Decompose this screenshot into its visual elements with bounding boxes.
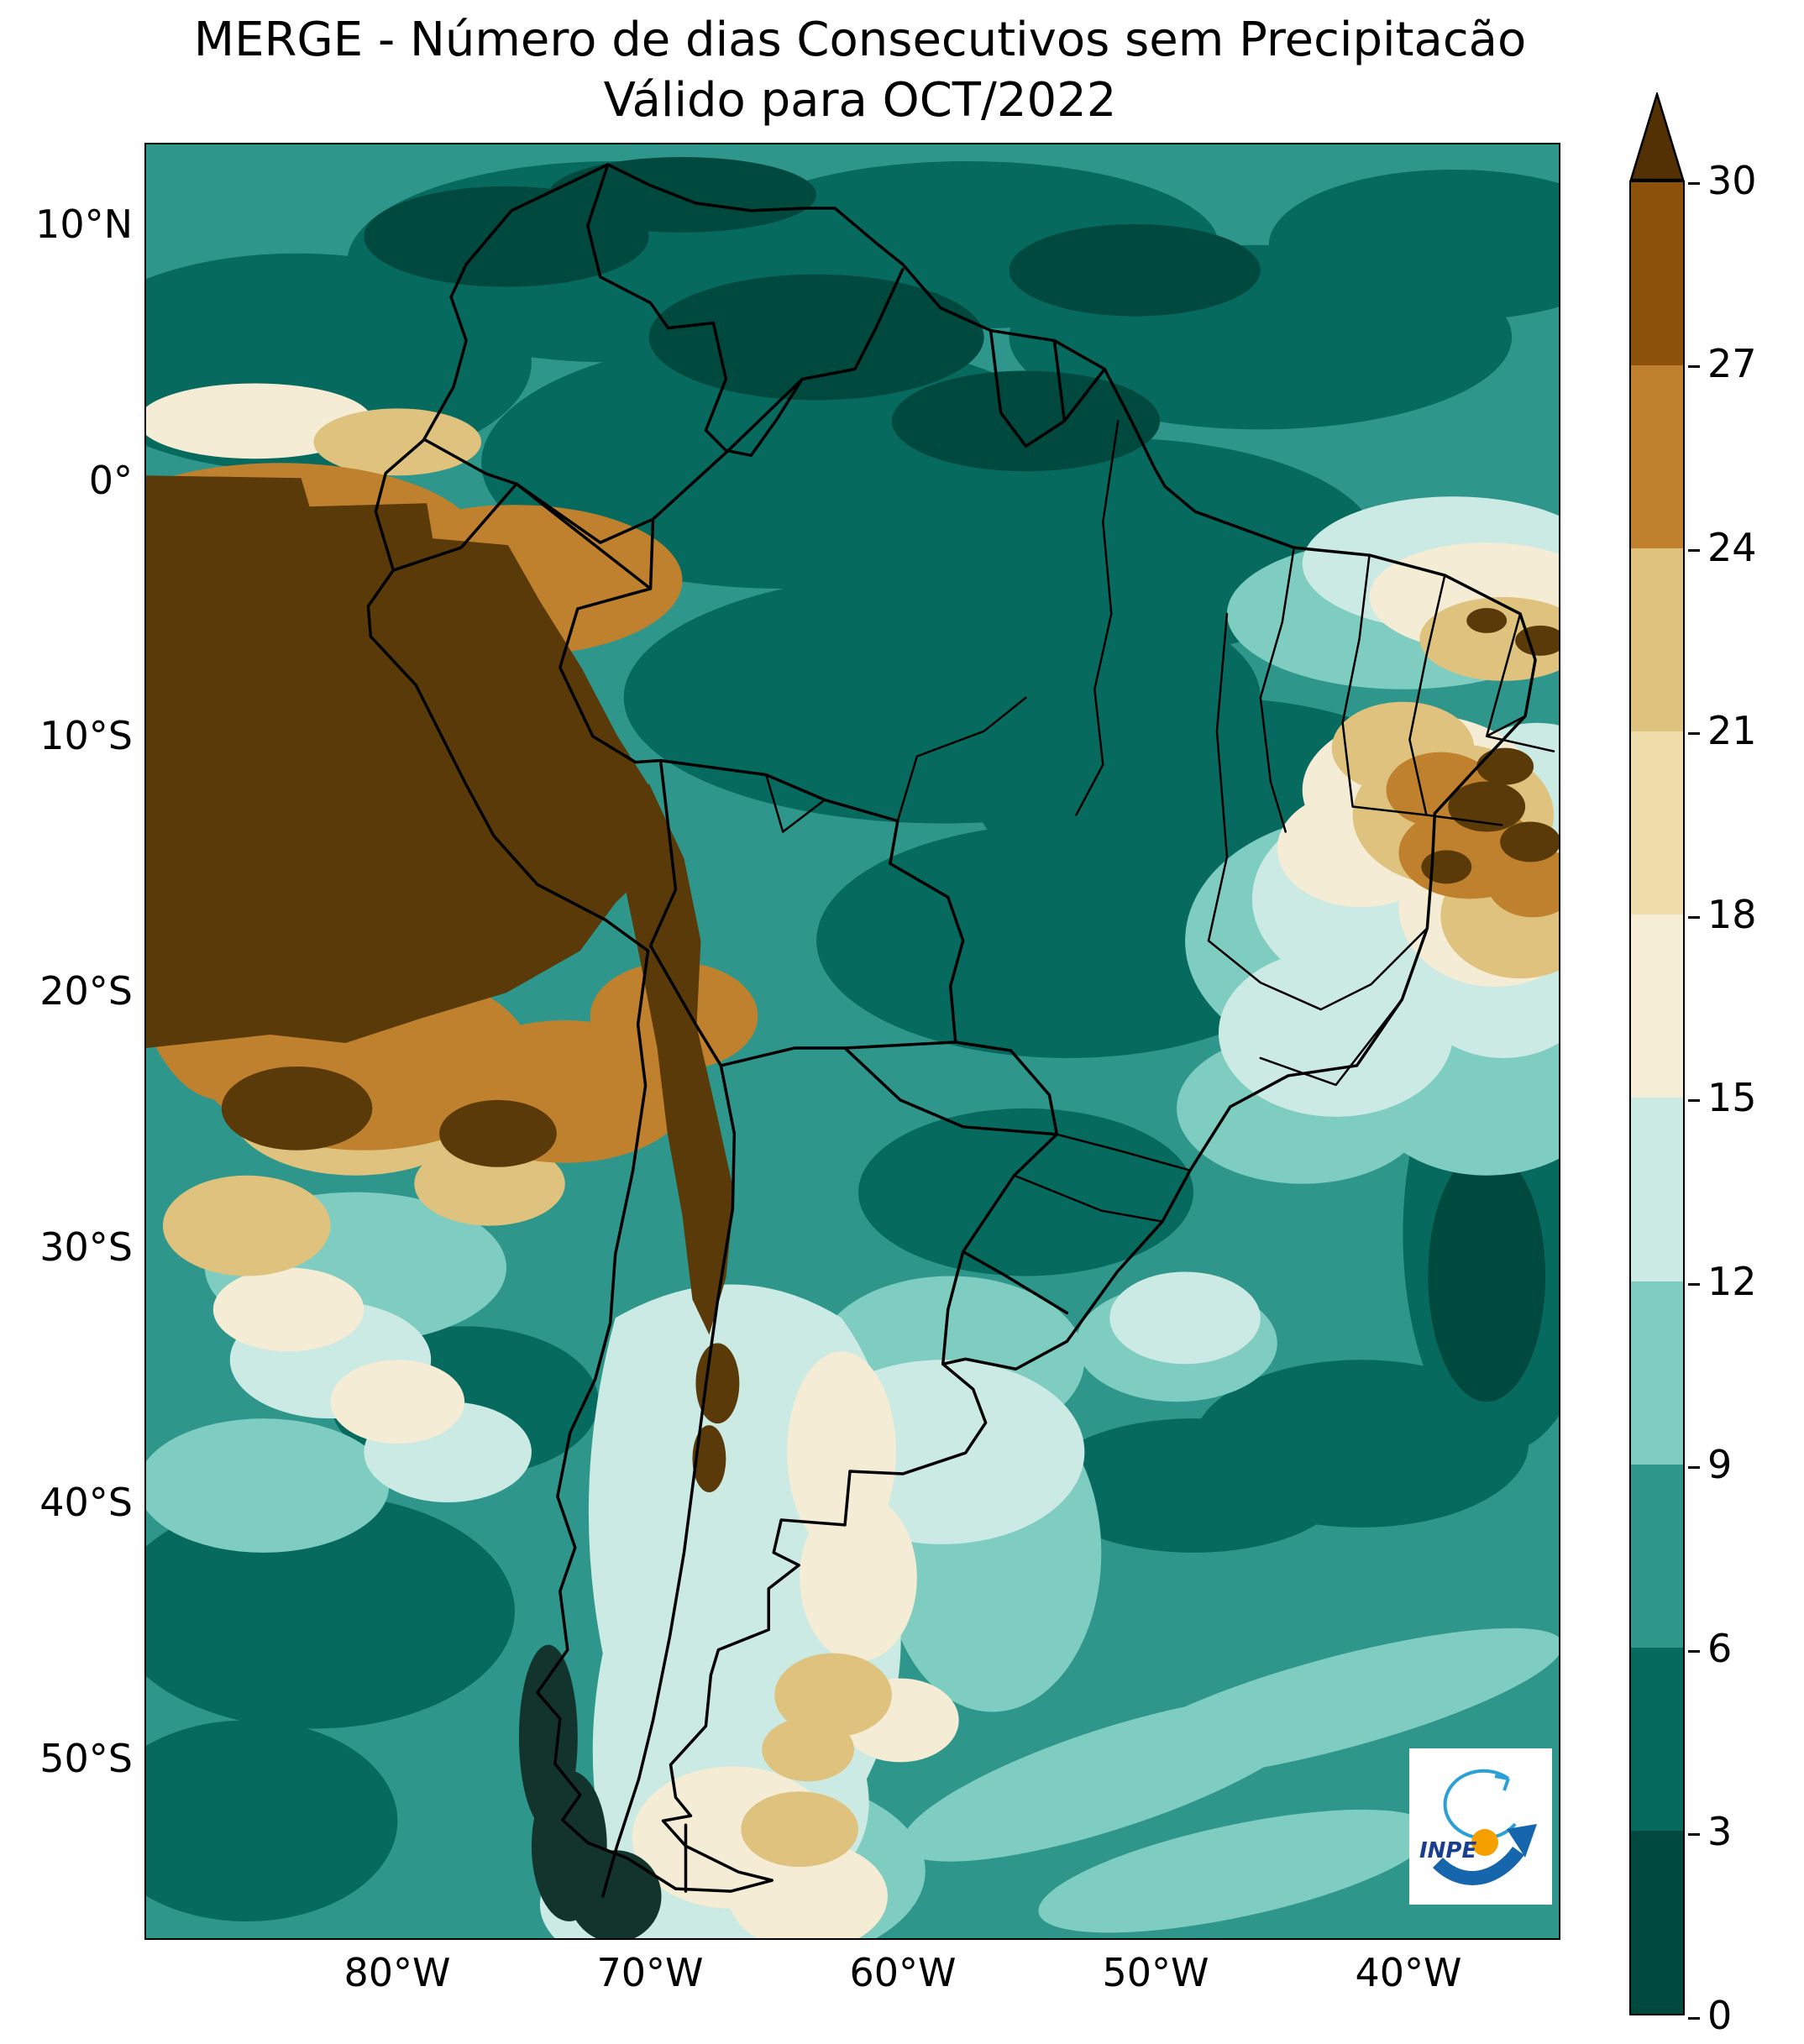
borders-layer [366, 163, 1555, 1898]
colorbar-labels: 30 27 24 21 18 15 12 9 6 3 0 [1688, 158, 1804, 2038]
colorbar-tick-label: 9 [1688, 1442, 1732, 1487]
colorbar-tick-label: 3 [1688, 1809, 1732, 1854]
inpe-logo-graphic: INPE [1409, 1748, 1552, 1905]
y-tick-label: 0° [88, 458, 133, 503]
colorbar-tick-label: 12 [1688, 1259, 1757, 1304]
inpe-logo-text: INPE [1419, 1838, 1476, 1863]
state-borders-path [764, 420, 1555, 1223]
inpe-orbit-arrowhead [1494, 1774, 1510, 1791]
colorbar-tick-label: 0 [1688, 1993, 1732, 2038]
map-plot-area [144, 143, 1560, 1940]
colorbar-segment [1631, 182, 1683, 366]
colorbar-tick-label: 30 [1688, 158, 1757, 203]
x-tick-label: 70°W [596, 1950, 704, 1995]
colorbar-segment [1631, 548, 1683, 732]
colorbar-segment [1631, 731, 1683, 915]
y-tick-label: 40°S [39, 1480, 133, 1525]
colorbar-tick-label: 18 [1688, 892, 1757, 937]
colorbar-segment [1631, 365, 1683, 549]
colorbar-bar [1629, 181, 1685, 2015]
map-canvas [146, 144, 1559, 1938]
title-line-1: MERGE - Número de dias Consecutivos sem … [193, 13, 1527, 67]
x-tick-label: 40°W [1355, 1950, 1462, 1995]
colorbar-tick-label: 6 [1688, 1626, 1732, 1671]
x-axis: 80°W 70°W 60°W 50°W 40°W [144, 1950, 1560, 2004]
inpe-swoosh [1432, 1846, 1524, 1885]
x-tick-label: 60°W [849, 1950, 957, 1995]
colorbar-segment [1631, 1830, 1683, 2014]
inpe-logo: INPE [1409, 1748, 1552, 1905]
colorbar-tick-label: 24 [1688, 525, 1757, 570]
y-tick-label: 20°S [39, 968, 133, 1014]
colorbar-tick-label: 15 [1688, 1075, 1757, 1120]
title-line-2: Válido para OCT/2022 [603, 72, 1117, 128]
colorbar-segment [1631, 1464, 1683, 1648]
colorbar-segment [1631, 1098, 1683, 1281]
colorbar-segment [1631, 1647, 1683, 1831]
y-tick-label: 50°S [39, 1736, 133, 1781]
y-tick-label: 10°S [39, 713, 133, 758]
raster-fjords-layer [518, 1644, 662, 1938]
colorbar-segment [1631, 1281, 1683, 1465]
raster-dark-brown-layer [146, 475, 1559, 1492]
colorbar-tick-label: 27 [1688, 341, 1757, 386]
inpe-orange-dot [1471, 1829, 1498, 1856]
colorbar-segment [1631, 915, 1683, 1098]
x-tick-label: 80°W [343, 1950, 451, 1995]
inpe-swoosh-arrowhead [1507, 1824, 1537, 1858]
colorbar-over-triangle [1629, 92, 1685, 181]
figure-title: MERGE - Número de dias Consecutivos sem … [20, 10, 1700, 130]
y-tick-label: 10°N [35, 202, 133, 247]
colorbar: 30 27 24 21 18 15 12 9 6 3 0 [1629, 92, 1804, 2038]
colorbar-tick-label: 21 [1688, 708, 1757, 753]
y-tick-label: 30°S [39, 1224, 133, 1270]
country-borders-path [391, 163, 1107, 1898]
raster-darkest-teal-layer [364, 156, 1546, 1402]
x-tick-label: 50°W [1102, 1950, 1209, 1995]
coastline-path [366, 163, 1537, 1893]
y-axis: 10°N 0° 10°S 20°S 30°S 40°S 50°S [0, 143, 136, 1940]
colorbar-over-arrow [1629, 92, 1685, 181]
